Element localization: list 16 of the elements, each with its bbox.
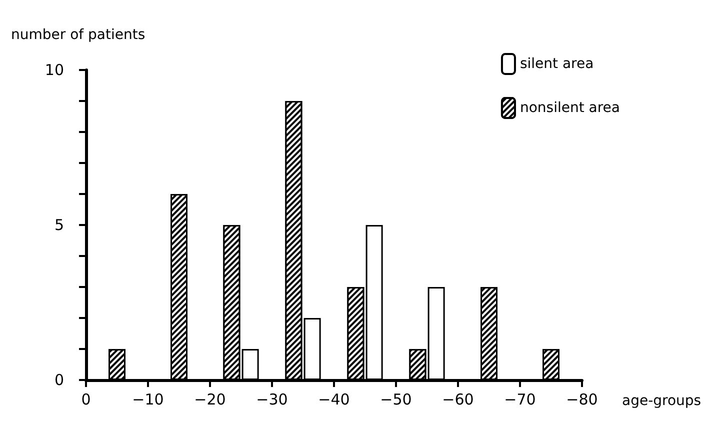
x-tick-label: −60 [442,390,474,408]
legend-label: nonsilent area [520,100,620,116]
x-tick-label: −40 [318,390,350,408]
y-tick-label: 10 [44,61,64,79]
y-tick-label: 0 [54,371,64,389]
x-axis-title: age-groups [622,393,702,409]
x-tick-label: −10 [132,390,164,408]
y-tick-label: 5 [54,216,64,234]
x-tick-label: −80 [566,390,598,408]
y-axis-title: number of patients [11,27,146,43]
x-tick-label: 0 [81,390,91,408]
x-tick-label: −50 [380,390,412,408]
x-tick-label: −20 [194,390,226,408]
x-tick-label: −30 [256,390,288,408]
x-tick-label: −70 [504,390,536,408]
legend-label: silent area [520,56,594,72]
